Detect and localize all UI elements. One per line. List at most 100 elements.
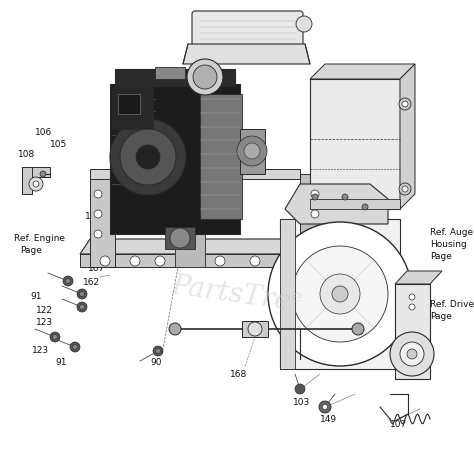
Text: 91: 91: [55, 357, 66, 366]
Circle shape: [342, 195, 348, 201]
Text: 107: 107: [390, 419, 407, 428]
Polygon shape: [175, 235, 205, 268]
Polygon shape: [90, 174, 115, 268]
Circle shape: [155, 349, 161, 354]
Text: 168: 168: [230, 369, 247, 378]
Text: 103: 103: [293, 397, 310, 406]
Text: 160: 160: [375, 95, 392, 104]
Polygon shape: [80, 240, 390, 254]
Circle shape: [50, 332, 60, 342]
Circle shape: [33, 182, 39, 188]
Circle shape: [100, 257, 110, 266]
Text: 167: 167: [88, 263, 105, 272]
Circle shape: [187, 60, 223, 96]
Polygon shape: [400, 65, 415, 210]
Circle shape: [292, 246, 388, 342]
Circle shape: [65, 279, 71, 284]
Polygon shape: [165, 228, 195, 249]
Circle shape: [77, 302, 87, 312]
Circle shape: [193, 66, 217, 90]
Text: Ref. Drive: Ref. Drive: [430, 299, 474, 308]
Circle shape: [77, 289, 87, 299]
Polygon shape: [90, 170, 300, 179]
Circle shape: [94, 190, 102, 199]
Polygon shape: [110, 85, 240, 235]
Circle shape: [215, 257, 225, 266]
Circle shape: [332, 286, 348, 302]
Circle shape: [169, 323, 181, 335]
Polygon shape: [118, 95, 140, 115]
Polygon shape: [22, 168, 32, 195]
Text: 148: 148: [336, 335, 353, 344]
Text: Housing: Housing: [430, 240, 467, 248]
Text: 123: 123: [32, 345, 49, 354]
Polygon shape: [280, 219, 295, 369]
Text: 169: 169: [241, 18, 259, 27]
Text: Ref. Auger: Ref. Auger: [430, 228, 474, 236]
Polygon shape: [310, 80, 400, 210]
Text: 111: 111: [85, 212, 102, 220]
Circle shape: [80, 305, 84, 310]
Circle shape: [319, 401, 331, 413]
Circle shape: [402, 102, 408, 108]
Circle shape: [53, 335, 57, 340]
Circle shape: [285, 257, 295, 266]
Text: 105: 105: [50, 140, 67, 149]
Circle shape: [390, 332, 434, 376]
Circle shape: [73, 345, 78, 350]
Circle shape: [70, 342, 80, 352]
Circle shape: [244, 144, 260, 160]
Circle shape: [80, 292, 84, 297]
Circle shape: [120, 130, 176, 185]
Polygon shape: [22, 168, 50, 178]
Circle shape: [248, 322, 262, 336]
Text: Page: Page: [430, 311, 452, 320]
Text: PartsTreᵉ: PartsTreᵉ: [170, 272, 304, 317]
Circle shape: [320, 274, 360, 314]
Circle shape: [29, 178, 43, 191]
Circle shape: [409, 304, 415, 310]
Polygon shape: [310, 200, 400, 210]
Text: 91: 91: [30, 291, 42, 300]
Polygon shape: [242, 321, 268, 337]
Circle shape: [250, 257, 260, 266]
Circle shape: [362, 205, 368, 211]
Text: 170: 170: [235, 55, 252, 64]
Circle shape: [409, 294, 415, 300]
Text: 162: 162: [382, 120, 399, 129]
Circle shape: [399, 99, 411, 111]
Circle shape: [155, 257, 165, 266]
Circle shape: [153, 346, 163, 356]
Circle shape: [295, 384, 305, 394]
Circle shape: [296, 17, 312, 33]
Text: 123: 123: [36, 317, 53, 326]
Polygon shape: [112, 88, 153, 130]
Circle shape: [136, 146, 160, 170]
Polygon shape: [80, 254, 390, 268]
Text: 162: 162: [83, 277, 100, 286]
FancyBboxPatch shape: [192, 12, 303, 50]
Text: Page: Page: [20, 246, 42, 254]
Polygon shape: [155, 68, 185, 80]
Circle shape: [268, 223, 412, 366]
Circle shape: [130, 257, 140, 266]
Circle shape: [63, 276, 73, 286]
Polygon shape: [183, 45, 310, 65]
Text: 122: 122: [36, 305, 53, 314]
Circle shape: [311, 190, 319, 199]
Text: 149: 149: [320, 414, 337, 423]
Polygon shape: [395, 285, 430, 379]
Circle shape: [110, 120, 186, 196]
Circle shape: [399, 184, 411, 196]
Circle shape: [311, 211, 319, 218]
Text: Ref. Engine: Ref. Engine: [14, 234, 65, 242]
Circle shape: [402, 187, 408, 193]
Text: Page: Page: [430, 252, 452, 260]
Text: 106: 106: [35, 128, 52, 137]
Circle shape: [40, 172, 46, 178]
Circle shape: [312, 195, 318, 201]
Circle shape: [322, 405, 328, 409]
Text: 108: 108: [18, 150, 35, 159]
Polygon shape: [240, 130, 265, 174]
Polygon shape: [115, 70, 235, 87]
